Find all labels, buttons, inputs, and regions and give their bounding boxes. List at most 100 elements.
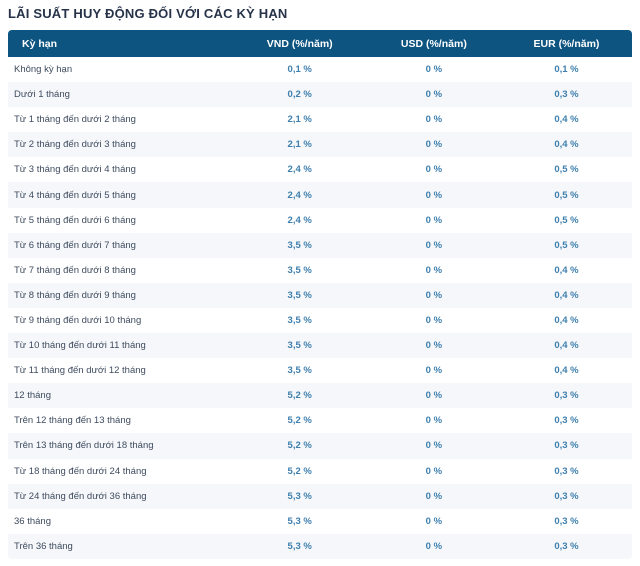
table-row: Từ 2 tháng đến dưới 3 tháng 2,1 % 0 % 0,… <box>8 132 632 158</box>
eur-rate-cell: 0,4 % <box>554 365 579 377</box>
usd-rate-cell: 0 % <box>425 214 443 226</box>
column-header-eur: EUR (%/năm) <box>500 30 632 57</box>
vnd-rate-cell: 5,3 % <box>287 515 312 527</box>
vnd-rate-cell: 0,1 % <box>287 64 312 76</box>
usd-rate-cell: 0 % <box>425 415 443 427</box>
eur-rate-cell: 0,3 % <box>500 533 632 559</box>
eur-rate-cell: 0,3 % <box>500 483 632 509</box>
table-row: 12 tháng 5,2 % 0 % 0,3 % <box>8 383 632 409</box>
vnd-rate-cell: 5,2 % <box>232 433 367 459</box>
term-cell: Trên 36 tháng <box>8 533 233 559</box>
term-cell: Từ 10 tháng đến dưới 11 tháng <box>8 333 233 359</box>
table-row: Từ 18 tháng đến dưới 24 tháng 5,2 % 0 % … <box>8 459 632 484</box>
table-row: Từ 1 tháng đến dưới 2 tháng 2,1 % 0 % 0,… <box>8 107 632 132</box>
usd-rate-cell: 0 % <box>366 383 501 409</box>
table-row: Từ 8 tháng đến dưới 9 tháng 3,5 % 0 % 0,… <box>8 282 632 308</box>
vnd-rate-cell: 3,5 % <box>232 333 367 359</box>
term-cell: Từ 7 tháng đến dưới 8 tháng <box>14 264 136 276</box>
usd-rate-cell: 0 % <box>425 264 443 276</box>
eur-rate-cell: 0,4 % <box>500 333 632 359</box>
table-row: Từ 10 tháng đến dưới 11 tháng 3,5 % 0 % … <box>8 333 632 359</box>
usd-rate-cell: 0 % <box>425 164 443 176</box>
term-cell: Trên 12 tháng đến 13 tháng <box>14 415 131 427</box>
table-row: Từ 24 tháng đến dưới 36 tháng 5,3 % 0 % … <box>8 483 632 509</box>
column-header-term: Kỳ hạn <box>8 30 233 57</box>
usd-rate-cell: 0 % <box>425 465 443 477</box>
usd-rate-cell: 0 % <box>366 182 501 208</box>
term-cell: Dưới 1 tháng <box>8 82 233 108</box>
table-row: Từ 4 tháng đến dưới 5 tháng 2,4 % 0 % 0,… <box>8 182 632 208</box>
usd-rate-cell: 0 % <box>425 64 443 76</box>
term-cell: Từ 1 tháng đến dưới 2 tháng <box>14 114 136 126</box>
eur-rate-cell: 0,4 % <box>554 314 579 326</box>
vnd-rate-cell: 5,2 % <box>287 465 312 477</box>
deposit-rates-table: Kỳ hạn VND (%/năm) USD (%/năm) EUR (%/nă… <box>8 30 632 559</box>
term-cell: Từ 8 tháng đến dưới 9 tháng <box>8 282 233 308</box>
eur-rate-cell: 0,3 % <box>500 433 632 459</box>
table-row: Không kỳ hạn 0,1 % 0 % 0,1 % <box>8 57 632 82</box>
usd-rate-cell: 0 % <box>425 114 443 126</box>
usd-rate-cell: 0 % <box>366 433 501 459</box>
header-row: Kỳ hạn VND (%/năm) USD (%/năm) EUR (%/nă… <box>8 30 632 57</box>
usd-rate-cell: 0 % <box>366 483 501 509</box>
vnd-rate-cell: 3,5 % <box>287 365 312 377</box>
eur-rate-cell: 0,4 % <box>500 282 632 308</box>
term-cell: Không kỳ hạn <box>14 64 73 76</box>
usd-rate-cell: 0 % <box>366 232 501 258</box>
usd-rate-cell: 0 % <box>425 314 443 326</box>
vnd-rate-cell: 2,1 % <box>232 132 367 158</box>
table-row: Trên 12 tháng đến 13 tháng 5,2 % 0 % 0,3… <box>8 408 632 433</box>
table-row: Trên 36 tháng 5,3 % 0 % 0,3 % <box>8 533 632 559</box>
table-body: Không kỳ hạn 0,1 % 0 % 0,1 % Dưới 1 thán… <box>8 57 632 559</box>
table-row: Trên 13 tháng đến dưới 18 tháng 5,2 % 0 … <box>8 433 632 459</box>
table-row: 36 tháng 5,3 % 0 % 0,3 % <box>8 509 632 534</box>
term-cell: Từ 18 tháng đến dưới 24 tháng <box>14 465 147 477</box>
term-cell: 36 tháng <box>14 515 51 527</box>
table-header: Kỳ hạn VND (%/năm) USD (%/năm) EUR (%/nă… <box>8 30 632 57</box>
table-row: Dưới 1 tháng 0,2 % 0 % 0,3 % <box>8 82 632 108</box>
term-cell: Từ 3 tháng đến dưới 4 tháng <box>14 164 136 176</box>
eur-rate-cell: 0,5 % <box>500 182 632 208</box>
table-row: Từ 5 tháng đến dưới 6 tháng 2,4 % 0 % 0,… <box>8 208 632 233</box>
page-title: LÃI SUẤT HUY ĐỘNG ĐỐI VỚI CÁC KỲ HẠN <box>8 6 288 21</box>
usd-rate-cell: 0 % <box>366 282 501 308</box>
eur-rate-cell: 0,4 % <box>554 114 579 126</box>
vnd-rate-cell: 3,5 % <box>232 232 367 258</box>
usd-rate-cell: 0 % <box>366 333 501 359</box>
table-row: Từ 11 tháng đến dưới 12 tháng 3,5 % 0 % … <box>8 358 632 383</box>
vnd-rate-cell: 2,4 % <box>287 164 312 176</box>
eur-rate-cell: 0,5 % <box>554 214 579 226</box>
vnd-rate-cell: 2,4 % <box>232 182 367 208</box>
eur-rate-cell: 0,3 % <box>554 415 579 427</box>
usd-rate-cell: 0 % <box>425 365 443 377</box>
eur-rate-cell: 0,3 % <box>554 465 579 477</box>
eur-rate-cell: 0,3 % <box>500 82 632 108</box>
table-row: Từ 9 tháng đến dưới 10 tháng 3,5 % 0 % 0… <box>8 308 632 333</box>
term-cell: Từ 5 tháng đến dưới 6 tháng <box>14 214 136 226</box>
eur-rate-cell: 0,4 % <box>500 132 632 158</box>
vnd-rate-cell: 5,3 % <box>232 483 367 509</box>
vnd-rate-cell: 2,4 % <box>287 214 312 226</box>
vnd-rate-cell: 2,1 % <box>287 114 312 126</box>
term-cell: Từ 24 tháng đến dưới 36 tháng <box>8 483 233 509</box>
vnd-rate-cell: 3,5 % <box>232 282 367 308</box>
vnd-rate-cell: 5,2 % <box>232 383 367 409</box>
vnd-rate-cell: 3,5 % <box>287 264 312 276</box>
eur-rate-cell: 0,3 % <box>500 383 632 409</box>
eur-rate-cell: 0,3 % <box>554 515 579 527</box>
table-row: Từ 6 tháng đến dưới 7 tháng 3,5 % 0 % 0,… <box>8 232 632 258</box>
term-cell: Từ 4 tháng đến dưới 5 tháng <box>8 182 233 208</box>
term-cell: 12 tháng <box>8 383 233 409</box>
term-cell: Từ 6 tháng đến dưới 7 tháng <box>8 232 233 258</box>
column-header-usd: USD (%/năm) <box>366 30 501 57</box>
vnd-rate-cell: 3,5 % <box>287 314 312 326</box>
usd-rate-cell: 0 % <box>366 132 501 158</box>
column-header-vnd: VND (%/năm) <box>232 30 367 57</box>
term-cell: Từ 9 tháng đến dưới 10 tháng <box>14 314 142 326</box>
usd-rate-cell: 0 % <box>425 515 443 527</box>
usd-rate-cell: 0 % <box>366 82 501 108</box>
eur-rate-cell: 0,5 % <box>500 232 632 258</box>
table-row: Từ 3 tháng đến dưới 4 tháng 2,4 % 0 % 0,… <box>8 157 632 182</box>
vnd-rate-cell: 5,3 % <box>232 533 367 559</box>
eur-rate-cell: 0,1 % <box>554 64 579 76</box>
